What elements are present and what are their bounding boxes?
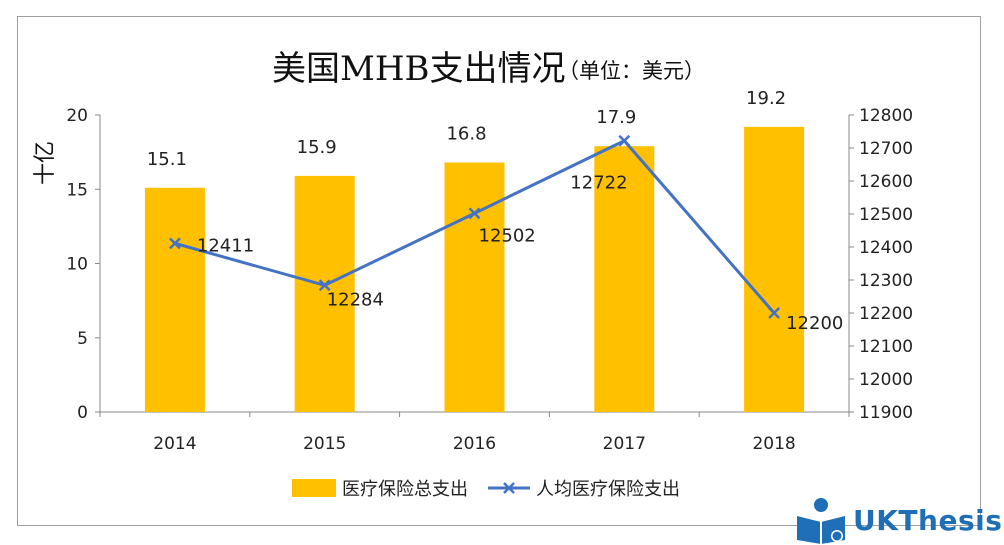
legend-bar-label: 医疗保险总支出 <box>342 479 468 500</box>
x-tick-label: 2017 <box>603 434 646 454</box>
legend-line-label: 人均医疗保险支出 <box>536 479 680 500</box>
right-tick-label: 12500 <box>859 205 913 225</box>
bar-value-label: 17.9 <box>596 107 636 128</box>
chart-title: 美国MHB支出情况 <box>272 49 565 89</box>
line-value-label: 12200 <box>786 313 843 334</box>
left-tick-label: 15 <box>66 180 88 200</box>
right-tick-label: 12600 <box>859 172 913 192</box>
line-point <box>468 207 481 220</box>
x-tick-label: 2016 <box>453 434 496 454</box>
left-axis-label: 十亿 <box>33 141 58 185</box>
bar-value-label: 19.2 <box>746 88 786 109</box>
watermark-text: UKThesis <box>853 503 1003 537</box>
line-value-label: 12411 <box>197 235 254 256</box>
bar <box>144 187 205 412</box>
bar-value-label: 16.8 <box>446 124 486 145</box>
bar <box>594 146 655 412</box>
line-point <box>768 307 780 319</box>
line-value-label: 12722 <box>570 173 627 194</box>
x-tick-label: 2014 <box>153 434 196 454</box>
x-tick-label: 2015 <box>303 434 346 454</box>
bar <box>744 126 805 412</box>
watermark-logo: UKThesis <box>793 496 1002 544</box>
line-point <box>318 279 331 292</box>
line-point <box>618 134 631 147</box>
bar <box>444 162 505 412</box>
right-tick-label: 12700 <box>859 139 913 159</box>
right-tick-label: 11900 <box>859 403 913 423</box>
line-point <box>169 237 181 250</box>
right-tick-label: 12000 <box>859 370 913 390</box>
left-tick-label: 10 <box>66 255 88 275</box>
line-value-label: 12284 <box>327 289 384 310</box>
left-tick-label: 0 <box>77 403 88 423</box>
right-tick-label: 12400 <box>859 238 913 258</box>
bar-value-label: 15.9 <box>297 137 337 158</box>
bar-value-label: 15.1 <box>147 149 187 170</box>
right-tick-label: 12800 <box>859 106 913 126</box>
right-tick-label: 12300 <box>859 271 913 291</box>
plot-area: 0 5 10 15 20 11900 12000 12100 12200 12300 12400 12… <box>66 88 913 500</box>
x-tick-label: 2018 <box>752 434 795 454</box>
left-tick-label: 20 <box>66 106 88 126</box>
left-tick-label: 5 <box>77 329 88 349</box>
bar <box>294 175 355 412</box>
chart-subtitle: （单位：美元） <box>558 59 705 83</box>
line-value-label: 12502 <box>479 225 536 246</box>
right-tick-label: 12100 <box>859 337 913 357</box>
right-tick-label: 12200 <box>859 304 913 324</box>
reader-book-icon <box>797 498 845 544</box>
legend-bar-swatch <box>292 479 336 497</box>
legend-line-marker <box>503 482 515 494</box>
